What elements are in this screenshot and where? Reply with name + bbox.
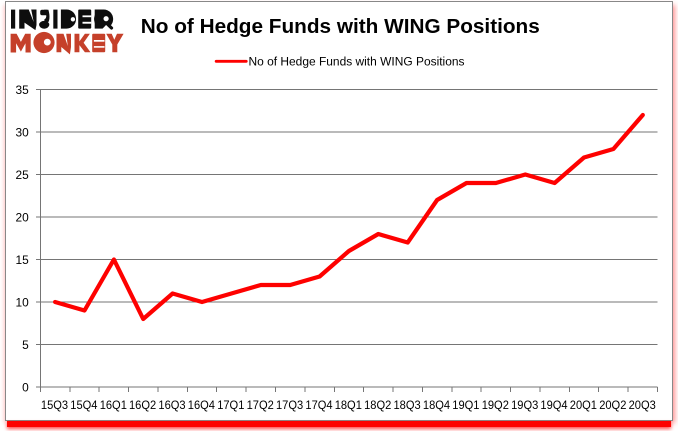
svg-text:16Q4: 16Q4 bbox=[188, 400, 216, 412]
svg-text:16Q2: 16Q2 bbox=[129, 400, 156, 412]
svg-text:15: 15 bbox=[15, 253, 29, 267]
svg-text:16Q1: 16Q1 bbox=[100, 400, 127, 412]
svg-text:0: 0 bbox=[22, 380, 29, 394]
svg-text:20Q1: 20Q1 bbox=[570, 400, 597, 412]
svg-text:10: 10 bbox=[15, 295, 29, 309]
svg-text:No of Hedge Funds with WING Po: No of Hedge Funds with WING Positions bbox=[249, 54, 465, 68]
svg-text:5: 5 bbox=[22, 338, 29, 352]
svg-text:20Q2: 20Q2 bbox=[599, 400, 626, 412]
svg-text:19Q3: 19Q3 bbox=[511, 400, 538, 412]
svg-text:19Q2: 19Q2 bbox=[482, 400, 509, 412]
svg-text:25: 25 bbox=[15, 168, 29, 182]
svg-text:18Q1: 18Q1 bbox=[335, 400, 362, 412]
svg-text:17Q1: 17Q1 bbox=[217, 400, 244, 412]
svg-text:15Q4: 15Q4 bbox=[70, 400, 98, 412]
svg-text:18Q3: 18Q3 bbox=[394, 400, 421, 412]
svg-text:19Q1: 19Q1 bbox=[452, 400, 479, 412]
svg-text:16Q3: 16Q3 bbox=[158, 400, 185, 412]
svg-text:15Q3: 15Q3 bbox=[41, 400, 68, 412]
svg-text:17Q3: 17Q3 bbox=[276, 400, 303, 412]
svg-text:18Q4: 18Q4 bbox=[423, 400, 451, 412]
svg-text:No of Hedge Funds with WING Po: No of Hedge Funds with WING Positions bbox=[141, 16, 540, 38]
svg-text:19Q4: 19Q4 bbox=[540, 400, 568, 412]
svg-text:20Q3: 20Q3 bbox=[629, 400, 656, 412]
svg-text:35: 35 bbox=[15, 83, 29, 97]
svg-text:17Q2: 17Q2 bbox=[247, 400, 274, 412]
svg-text:20: 20 bbox=[15, 210, 29, 224]
svg-text:30: 30 bbox=[15, 125, 29, 139]
svg-text:17Q4: 17Q4 bbox=[305, 400, 333, 412]
svg-text:18Q2: 18Q2 bbox=[364, 400, 391, 412]
